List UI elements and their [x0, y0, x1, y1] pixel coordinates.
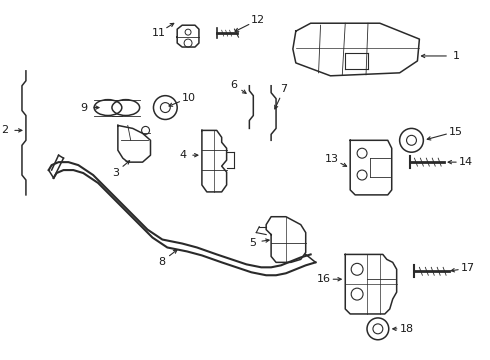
Text: 4: 4 — [179, 150, 187, 160]
Text: 7: 7 — [280, 84, 288, 94]
Text: 3: 3 — [112, 167, 119, 177]
Text: 2: 2 — [1, 125, 9, 135]
Text: 6: 6 — [230, 80, 237, 90]
Text: 18: 18 — [399, 324, 414, 334]
Text: 16: 16 — [317, 274, 331, 284]
Text: 9: 9 — [81, 103, 88, 113]
Text: 11: 11 — [151, 28, 166, 38]
Text: 8: 8 — [158, 257, 166, 267]
Text: 17: 17 — [461, 263, 475, 273]
Text: 13: 13 — [325, 154, 339, 164]
Text: 15: 15 — [449, 127, 463, 136]
Text: 5: 5 — [249, 238, 256, 248]
Text: 12: 12 — [250, 15, 265, 25]
Text: 14: 14 — [459, 157, 473, 167]
Text: 1: 1 — [452, 51, 460, 61]
Text: 10: 10 — [181, 93, 196, 103]
